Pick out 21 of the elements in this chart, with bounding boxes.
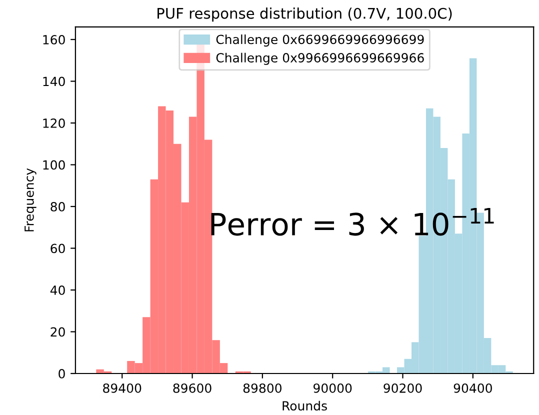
legend-label: Challenge 0x6699669966996699: [216, 34, 424, 47]
chart-title: PUF response distribution (0.7V, 100.0C): [158, 8, 452, 22]
x-tick-label: 90200: [384, 383, 422, 393]
y-tick-label: 140: [43, 76, 65, 86]
y-tick-label: 100: [43, 160, 65, 170]
annotation: Perror = 3 × 10$^{−11}$: [211, 208, 494, 236]
legend-label: Challenge 0x9966996699669966: [216, 52, 424, 65]
y-tick-label: 0: [58, 368, 65, 378]
x-tick-label: 90400: [454, 383, 492, 393]
y-tick-label: 20: [50, 327, 65, 337]
x-axis-title: Rounds: [282, 400, 327, 411]
x-tick-label: 89600: [173, 383, 212, 393]
y-tick-label: 160: [43, 34, 65, 44]
x-tick-label: 90000: [314, 383, 352, 393]
y-tick-label: 60: [50, 244, 65, 254]
y-tick-label: 40: [50, 285, 65, 295]
y-tick-label: 80: [50, 202, 65, 212]
y-tick-label: 120: [43, 118, 65, 128]
y-axis-title: Frequency: [24, 168, 36, 232]
x-tick-label: 89800: [243, 383, 282, 393]
x-tick-label: 89400: [103, 383, 142, 393]
